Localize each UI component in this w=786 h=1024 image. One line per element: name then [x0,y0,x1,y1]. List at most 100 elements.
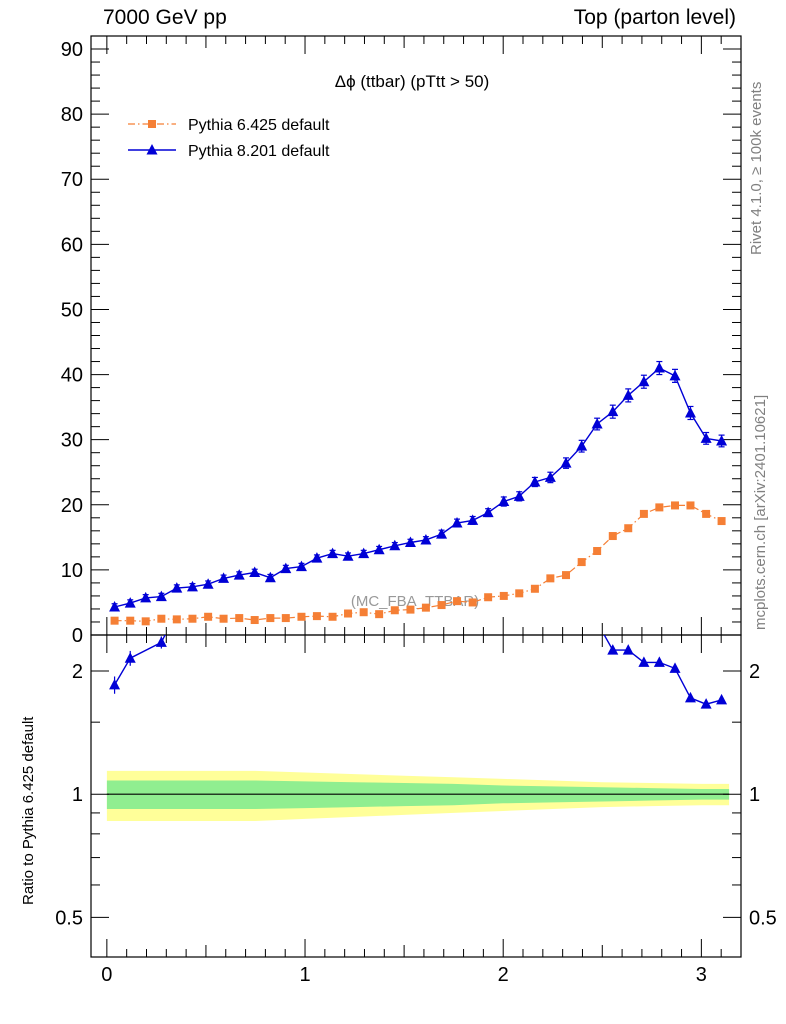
pythia8-triangle-marker [218,572,230,583]
pythia6-square-marker [157,614,166,623]
pythia8-triangle-marker [544,471,556,482]
pythia8-triangle-marker [684,406,696,418]
main-y-tick-label: 10 [61,560,83,582]
pythia6-square-marker [406,605,415,614]
pythia8-triangle-marker [373,543,385,555]
ratio-pythia8-line [612,649,722,705]
ratio-x-tick-label: 1 [299,964,310,986]
pythia8-triangle-marker [171,582,183,593]
pythia8-triangle-marker [622,644,634,655]
pythia6-square-marker [297,612,306,621]
pythia8-triangle-marker [700,698,712,709]
pythia8-line [114,367,722,608]
pythia6-square-marker [344,609,353,618]
legend-pythia6-label: Pythia 6.425 default [188,117,330,134]
pythia6-square-marker [577,558,586,567]
ratio-pythia8-line-enter [603,635,614,651]
ratio-x-tick-label: 2 [498,964,509,986]
pythia8-triangle-marker [327,547,339,559]
main-y-tick-label: 30 [61,430,83,452]
pythia8-triangle-marker [684,691,696,703]
pythia8-triangle-marker [716,693,728,705]
main-y-tick-label: 80 [61,104,83,126]
pythia6-square-marker [562,571,571,580]
pythia8-triangle-marker [576,440,588,451]
pythia6-square-marker [453,597,462,606]
pythia6-square-marker [188,614,197,623]
pythia8-triangle-marker [358,547,370,559]
pythia8-triangle-marker [140,591,152,603]
pythia6-square-marker [593,547,602,556]
ratio-y-tick-label-right: 1 [749,784,760,806]
pythia8-triangle-marker [420,533,432,545]
pythia6-square-marker [266,614,275,623]
pythia8-triangle-marker [638,375,650,387]
pythia6-square-marker [437,601,446,610]
pythia8-triangle-marker [264,571,276,583]
main-y-tick-label: 60 [61,234,83,256]
main-y-tick-label: 50 [61,299,83,321]
legend: Pythia 6.425 default Pythia 8.201 default [128,117,330,160]
pythia6-square-marker [375,610,384,619]
pythia8-triangle-marker [233,569,245,580]
pythia8-triangle-marker [638,656,650,667]
pythia8-triangle-marker [109,678,121,690]
pythia8-triangle-marker [389,539,401,551]
pythia6-square-marker [172,615,181,624]
main-chart-title: Δϕ (ttbar) (pTtt > 50) [335,72,490,91]
pythia6-square-marker [219,614,228,623]
pythia8-triangle-marker [124,652,136,663]
pythia8-triangle-marker [591,418,603,429]
ratio-y-tick-label: 1 [72,784,83,806]
pythia6-square-marker [312,612,321,621]
pythia8-triangle-marker [280,562,292,574]
pythia6-square-marker [686,501,695,510]
pythia8-triangle-marker [202,578,214,589]
pythia8-triangle-marker [669,369,681,381]
main-series-group [109,360,728,626]
pythia6-square-marker [126,616,135,625]
pythia6-square-marker [499,591,508,600]
pythia6-square-marker [204,612,213,621]
pythia8-triangle-marker [482,506,494,518]
ratio-x-tick-label: 0 [101,964,112,986]
ratio-y-tick-label-right: 0.5 [749,907,777,929]
ratio-x-tick-label: 3 [696,964,707,986]
pythia6-square-marker [546,574,555,583]
analysis-watermark: (MC_FBA_TTBAR) [351,593,479,610]
pythia6-square-marker [671,501,680,510]
pythia6-square-marker [250,616,259,625]
pythia8-triangle-marker [529,475,541,487]
pythia8-triangle-marker [653,656,665,667]
pythia6-square-marker [148,120,156,128]
pythia8-triangle-marker [700,432,712,443]
pythia8-triangle-marker [109,601,121,612]
legend-pythia8-label: Pythia 8.201 default [188,143,330,160]
pythia8-triangle-marker [653,362,665,373]
pythia8-triangle-marker [124,597,136,608]
pythia6-square-marker [702,509,711,518]
pythia8-triangle-marker [560,457,572,468]
ratio-y-tick-label-right: 2 [749,661,760,683]
header-energy-label: 7000 GeV pp [103,6,227,29]
pythia8-triangle-marker [342,550,354,561]
header-process-label: Top (parton level) [573,6,736,29]
pythia6-square-marker [515,589,524,598]
pythia6-square-marker [624,524,633,533]
main-y-tick-label: 90 [61,39,83,61]
ratio-frame [90,634,742,958]
pythia6-square-marker [421,603,430,612]
pythia8-triangle-marker [607,405,619,417]
main-y-tick-label: 20 [61,495,83,517]
pythia8-triangle-marker [622,389,634,400]
pythia6-square-marker [390,606,399,615]
ratio-pythia8-line [113,641,162,686]
pythia8-triangle-marker [249,566,261,577]
pythia6-square-marker [235,614,244,623]
pythia8-triangle-marker [155,590,167,602]
pythia8-triangle-marker [467,514,479,525]
pythia8-triangle-marker [451,517,463,528]
ratio-y-tick-label: 2 [72,661,83,683]
pythia8-triangle-marker [513,490,525,501]
pythia8-triangle-marker [404,536,416,548]
